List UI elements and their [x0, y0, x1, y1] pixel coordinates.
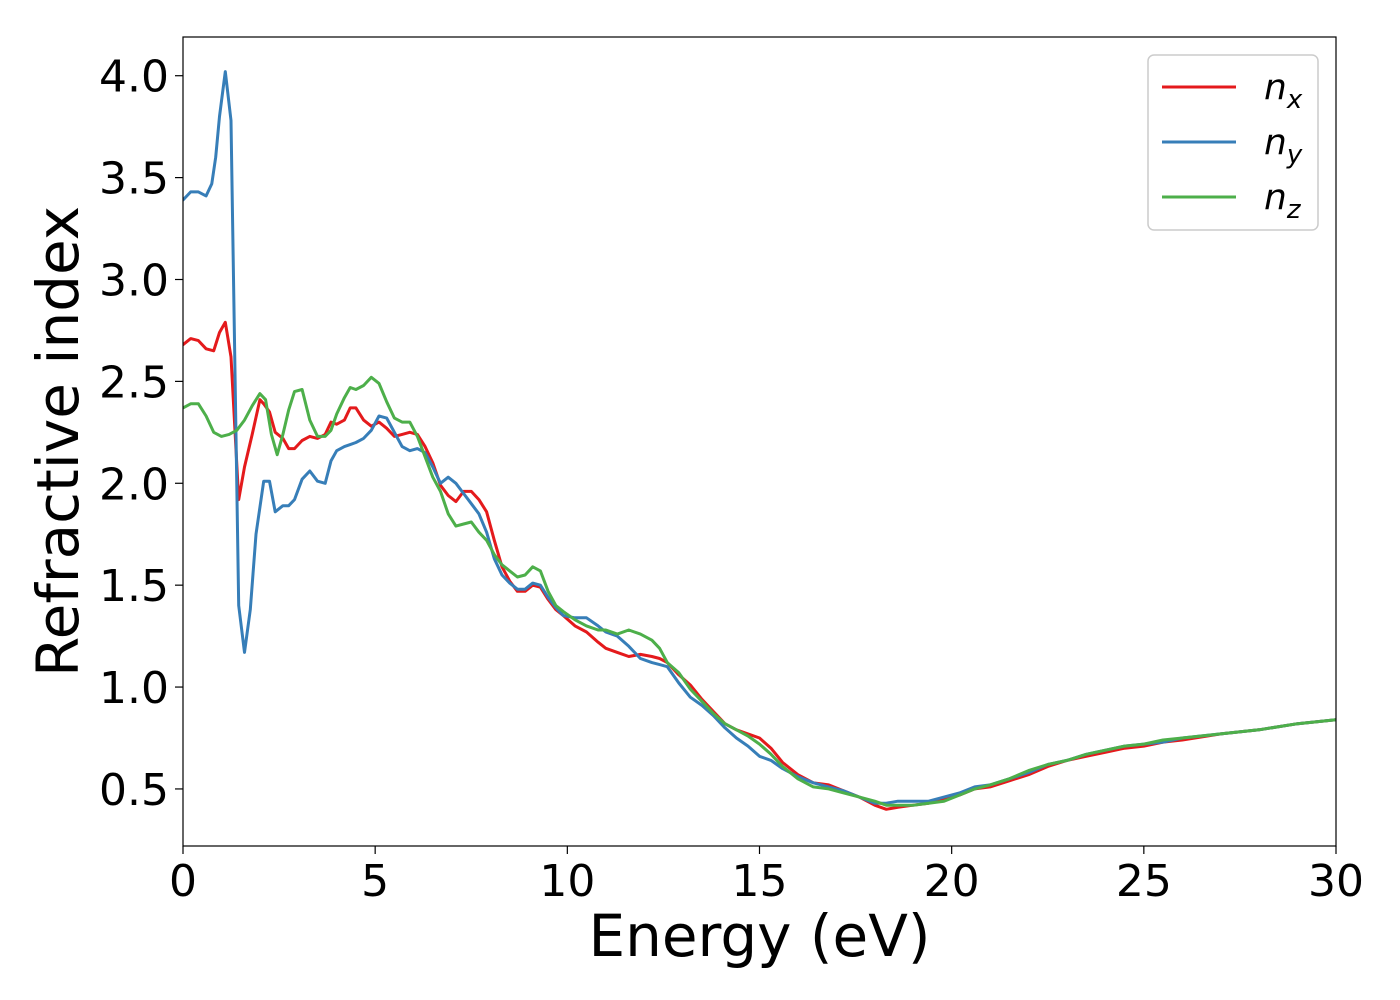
legend-label-subscript: z [1286, 195, 1302, 225]
legend-label-base: n [1264, 177, 1287, 218]
x-tick-label: 10 [539, 856, 595, 907]
series-line-nz [183, 375, 1336, 807]
y-tick-label: 2.5 [99, 357, 169, 408]
series-line-ny [183, 70, 1336, 805]
series-group [183, 70, 1336, 811]
legend-label-base: n [1264, 122, 1287, 163]
y-tick-label: 2.0 [99, 459, 169, 510]
x-tick-label: 15 [732, 856, 788, 907]
x-tick-label: 20 [924, 856, 980, 907]
x-tick-label: 30 [1308, 856, 1364, 907]
y-tick-label: 3.5 [99, 154, 169, 205]
legend-label: nz [1264, 177, 1302, 225]
x-tick-label: 25 [1116, 856, 1172, 907]
y-tick-label: 3.0 [99, 255, 169, 306]
x-tick-label: 5 [361, 856, 389, 907]
legend-label-subscript: y [1286, 140, 1303, 170]
legend-label: ny [1264, 122, 1303, 170]
x-axis-ticks: 0 5 10 15 20 25 30 [169, 846, 1364, 907]
y-tick-label: 1.5 [99, 561, 169, 612]
legend-label-base: n [1264, 67, 1287, 108]
x-axis-title: Energy (eV) [588, 902, 930, 970]
x-tick-label: 0 [169, 856, 197, 907]
y-tick-label: 4.0 [99, 52, 169, 103]
y-axis-title: Refractive index [24, 206, 92, 677]
y-tick-label: 1.0 [99, 663, 169, 714]
y-axis-ticks: 0.5 1.0 1.5 2.0 2.5 3.0 3.5 4.0 [99, 52, 183, 816]
legend-label: nx [1264, 67, 1303, 115]
legend-label-subscript: x [1286, 85, 1303, 115]
plot-area [182, 36, 1337, 847]
y-tick-label: 0.5 [99, 765, 169, 816]
